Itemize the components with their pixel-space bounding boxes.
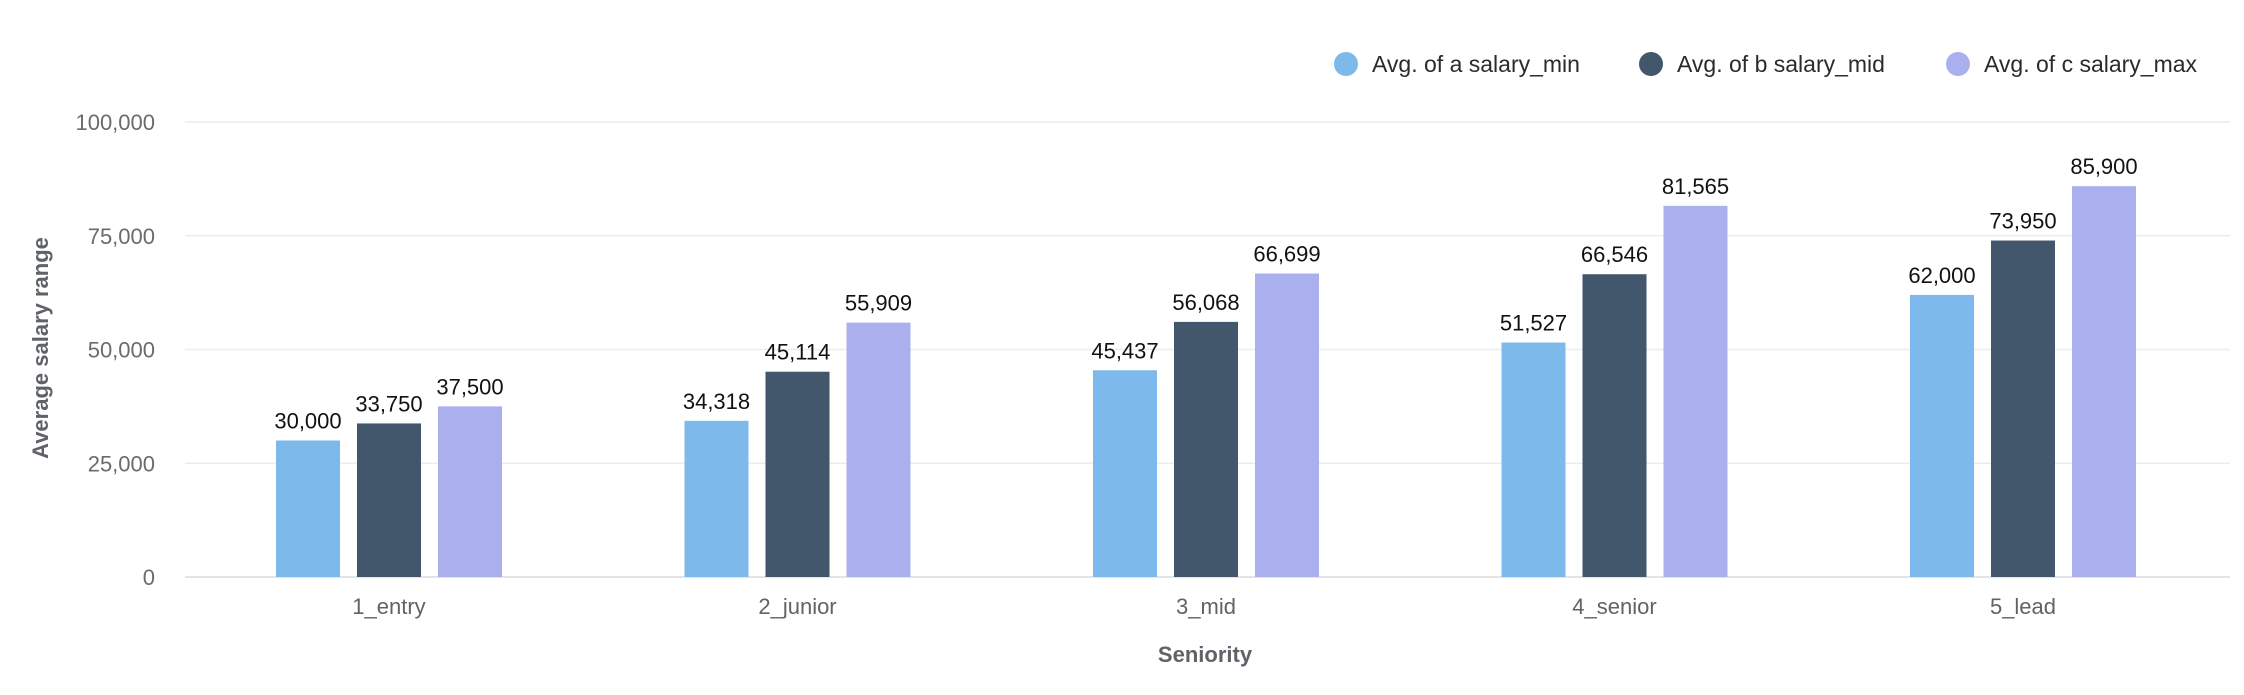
data-label: 33,750 [355, 391, 422, 416]
x-tick-label: 2_junior [758, 594, 836, 619]
bar[interactable] [846, 322, 911, 577]
data-label: 62,000 [1908, 263, 1975, 288]
data-label: 55,909 [845, 291, 912, 316]
legend-label: Avg. of b salary_mid [1677, 51, 1885, 77]
x-axis-title: Seniority [1158, 642, 1253, 667]
data-label: 45,114 [765, 340, 831, 365]
bar[interactable] [438, 406, 502, 577]
data-label: 37,500 [436, 374, 503, 399]
y-axis-title: Average salary range [28, 237, 53, 459]
legend-label: Avg. of a salary_min [1372, 51, 1580, 77]
bars [276, 186, 2136, 577]
y-axis-ticks: 0 25,000 50,000 75,000 100,000 [75, 110, 155, 590]
data-label: 30,000 [274, 409, 341, 434]
data-labels: 30,000 33,750 37,500 34,318 45,114 55,909 45,4… [274, 154, 2137, 433]
bar[interactable] [2072, 186, 2136, 577]
data-label: 81,565 [1662, 174, 1729, 199]
bar[interactable] [684, 420, 749, 577]
legend-swatch [1946, 52, 1970, 76]
y-tick-label: 75,000 [88, 224, 155, 249]
bar[interactable] [1582, 274, 1647, 577]
y-tick-label: 0 [143, 565, 155, 590]
data-label: 85,900 [2070, 154, 2137, 179]
data-label: 45,437 [1091, 338, 1158, 363]
bar[interactable] [1910, 294, 1974, 577]
x-tick-label: 3_mid [1176, 594, 1236, 619]
x-tick-label: 1_entry [352, 594, 425, 619]
bar[interactable] [1255, 273, 1319, 577]
bar[interactable] [1991, 240, 2055, 577]
legend-label: Avg. of c salary_max [1984, 51, 2198, 77]
legend-item[interactable]: Avg. of b salary_mid [1639, 51, 1885, 77]
legend-swatch [1639, 52, 1663, 76]
data-label: 34,318 [683, 389, 750, 414]
y-tick-label: 25,000 [88, 451, 155, 476]
legend-item[interactable]: Avg. of a salary_min [1334, 51, 1580, 77]
bar[interactable] [1174, 321, 1238, 577]
bar[interactable] [276, 440, 340, 578]
bar[interactable] [1663, 205, 1728, 577]
legend-item[interactable]: Avg. of c salary_max [1946, 51, 2198, 77]
bar[interactable] [765, 371, 830, 577]
data-label: 56,068 [1172, 290, 1239, 315]
data-label: 73,950 [1989, 209, 2056, 234]
y-tick-label: 50,000 [88, 338, 155, 363]
data-label: 51,527 [1500, 311, 1567, 336]
x-tick-label: 4_senior [1572, 594, 1656, 619]
data-label: 66,546 [1581, 242, 1648, 267]
bar[interactable] [357, 423, 421, 577]
y-tick-label: 100,000 [75, 110, 155, 135]
legend-swatch [1334, 52, 1358, 76]
x-axis-ticks: 1_entry 2_junior 3_mid 4_senior 5_lead [352, 594, 2056, 619]
legend[interactable]: Avg. of a salary_min Avg. of b salary_mid… [1334, 51, 2198, 77]
bar[interactable] [1501, 342, 1566, 577]
data-label: 66,699 [1253, 242, 1320, 267]
bar[interactable] [1093, 370, 1157, 577]
x-tick-label: 5_lead [1990, 594, 2056, 619]
